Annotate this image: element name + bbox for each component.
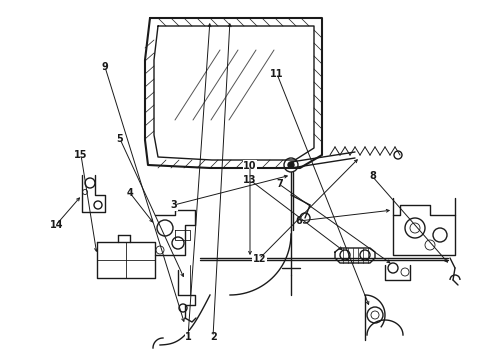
Text: 10: 10: [243, 161, 257, 171]
Text: 5: 5: [117, 134, 123, 144]
Circle shape: [371, 311, 379, 319]
Text: 12: 12: [253, 254, 267, 264]
Text: 13: 13: [243, 175, 257, 185]
Text: 14: 14: [49, 220, 63, 230]
Text: 6: 6: [295, 216, 302, 226]
Text: 9: 9: [102, 62, 109, 72]
Text: 1: 1: [185, 332, 192, 342]
Circle shape: [288, 162, 294, 168]
Text: 2: 2: [210, 332, 217, 342]
Text: 4: 4: [126, 188, 133, 198]
Text: 7: 7: [276, 179, 283, 189]
Text: 15: 15: [74, 150, 88, 160]
Text: 8: 8: [369, 171, 376, 181]
Text: 11: 11: [270, 69, 284, 79]
Text: 3: 3: [171, 200, 177, 210]
